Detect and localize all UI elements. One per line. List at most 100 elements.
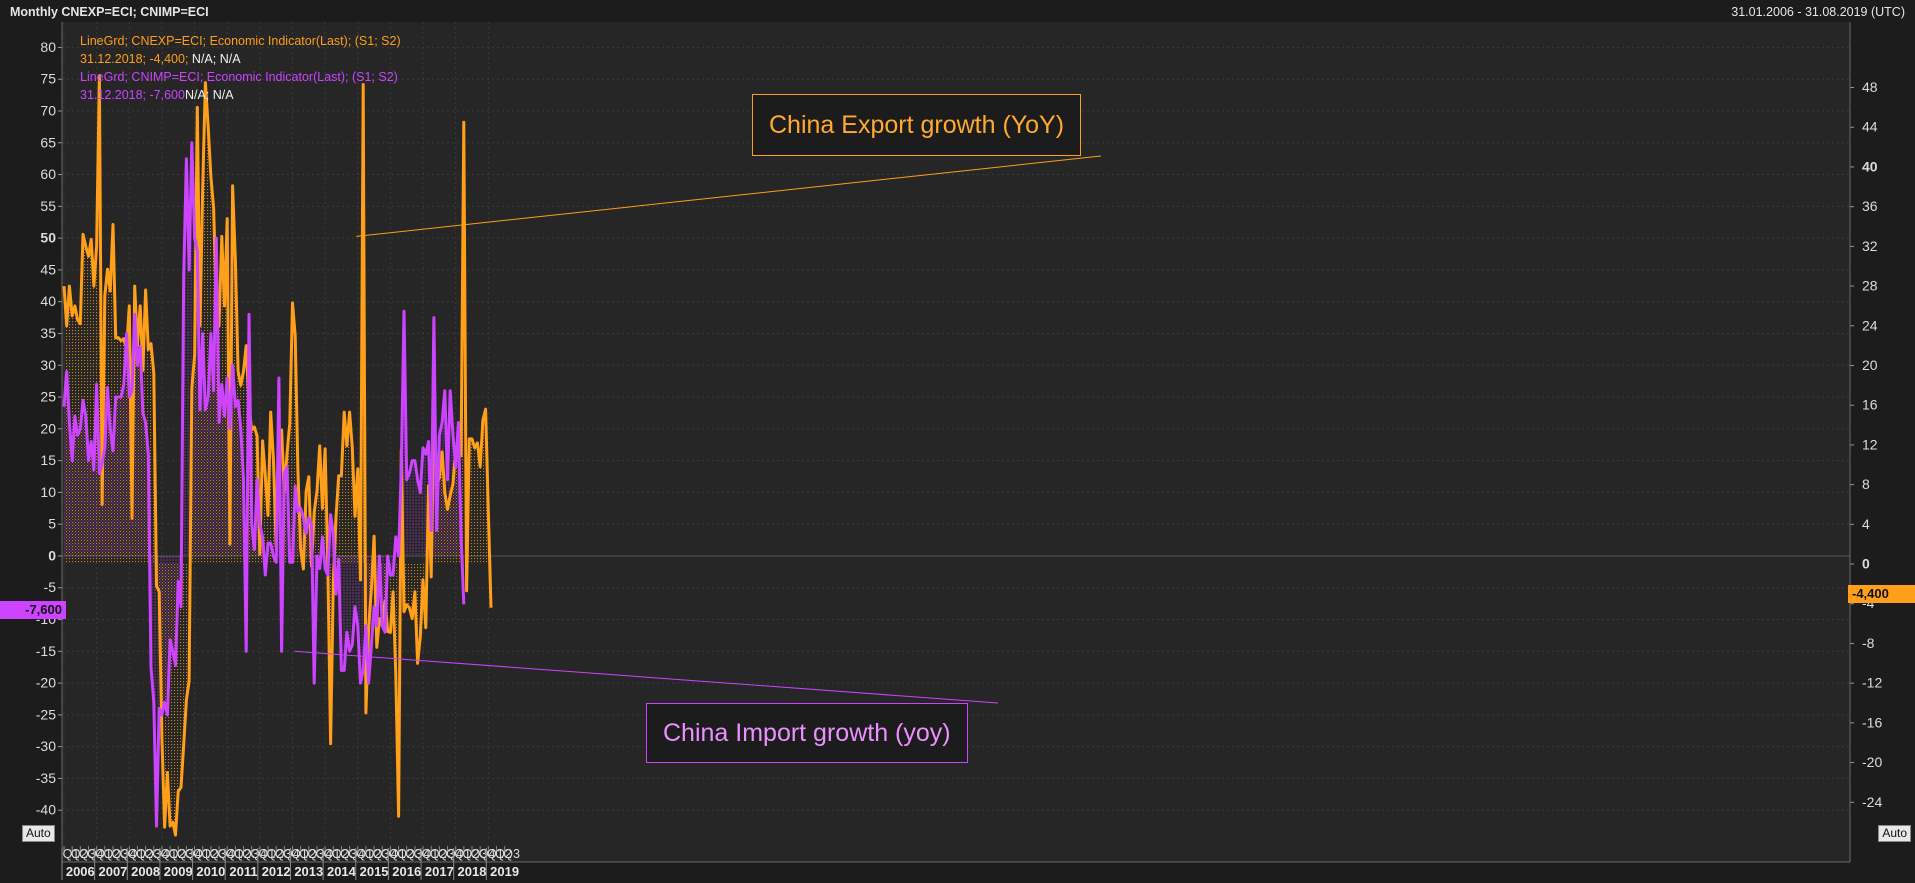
year-label: 2013 (294, 864, 323, 879)
series-lines (62, 74, 493, 837)
quarter-label: Q3 (177, 847, 194, 861)
quarter-label: Q1 (63, 847, 80, 861)
left-tick-label: 50 (40, 230, 56, 246)
right-tick-label: 24 (1862, 317, 1878, 333)
quarter-label: Q1 (128, 847, 145, 861)
year-label: 2006 (66, 864, 95, 879)
chart-title: Monthly CNEXP=ECI; CNIMP=ECI (10, 5, 209, 19)
left-tick-label: 15 (40, 452, 56, 468)
quarter-label: Q3 (210, 847, 227, 861)
quarter-label: Q2 (136, 847, 153, 861)
right-tick-label: 32 (1862, 238, 1878, 254)
right-tick-label: -16 (1862, 714, 1882, 730)
left-tick-label: 20 (40, 420, 56, 436)
left-tick-label: 10 (40, 484, 56, 500)
left-tick-label: 75 (40, 71, 56, 87)
right-tick-label: 16 (1862, 397, 1878, 413)
import-series-line[interactable] (62, 141, 466, 828)
quarter-label: Q4 (120, 847, 137, 861)
year-label: 2012 (262, 864, 291, 879)
quarter-label: Q1 (454, 847, 471, 861)
quarter-label: Q2 (462, 847, 479, 861)
right-tick-label: 48 (1862, 79, 1878, 95)
year-label: 2008 (131, 864, 160, 879)
right-tick-label: -12 (1862, 675, 1882, 691)
quarter-label: Q4 (250, 847, 267, 861)
left-tick-label: -25 (36, 706, 56, 722)
quarter-label: Q3 (340, 847, 357, 861)
left-tick-label: 5 (48, 516, 56, 532)
quarter-label: Q2 (397, 847, 414, 861)
export-callout[interactable]: China Export growth (YoY) (752, 94, 1082, 156)
quarter-label: Q4 (414, 847, 431, 861)
right-tick-label: 20 (1862, 357, 1878, 373)
legend-import-values: 31.12.2018; -7,600N/A; N/A (80, 86, 401, 104)
import-callout[interactable]: China Import growth (yoy) (646, 703, 968, 763)
right-tick-label: 12 (1862, 436, 1878, 452)
legend: LineGrd; CNEXP=ECI; Economic Indicator(L… (80, 32, 401, 104)
quarter-label: Q1 (95, 847, 112, 861)
left-tick-label: -30 (36, 738, 56, 754)
quarter-label: Q3 (405, 847, 422, 861)
quarter-label: Q2 (169, 847, 186, 861)
quarter-label: Q3 (144, 847, 161, 861)
left-tick-label: 60 (40, 166, 56, 182)
quarter-label: Q2 (234, 847, 251, 861)
export-last-value-tag: -4,400 (1848, 585, 1915, 603)
quarter-label: Q1 (291, 847, 308, 861)
import-callout-connector (294, 650, 999, 704)
right-tick-label: -20 (1862, 754, 1882, 770)
quarter-label: Q4 (446, 847, 463, 861)
quarter-label: Q3 (275, 847, 292, 861)
quarter-label: Q4 (479, 847, 496, 861)
export-callout-connector (356, 155, 1102, 237)
right-tick-label: 8 (1862, 476, 1870, 492)
right-tick-label: -24 (1862, 794, 1882, 810)
quarter-label: Q3 (373, 847, 390, 861)
left-tick-label: 40 (40, 293, 56, 309)
left-axis-auto-button[interactable]: Auto (22, 825, 55, 842)
right-tick-label: 44 (1862, 119, 1878, 135)
left-tick-label: 55 (40, 198, 56, 214)
legend-import-title: LineGrd; CNIMP=ECI; Economic Indicator(L… (80, 70, 398, 84)
left-tick-label: -40 (36, 802, 56, 818)
quarter-label: Q4 (218, 847, 235, 861)
quarter-label: Q1 (324, 847, 341, 861)
legend-import-na: N/A; N/A (184, 88, 234, 102)
quarter-label: Q4 (381, 847, 398, 861)
left-tick-label: -15 (36, 643, 56, 659)
quarter-label: Q1 (193, 847, 210, 861)
year-label: 2017 (425, 864, 454, 879)
quarter-label: Q2 (332, 847, 349, 861)
right-tick-label: 28 (1862, 278, 1878, 294)
quarter-label: Q1 (258, 847, 275, 861)
year-label: 2018 (458, 864, 487, 879)
quarter-label: Q2 (495, 847, 512, 861)
year-label: 2014 (327, 864, 357, 879)
year-label: 2010 (196, 864, 225, 879)
left-tick-label: -5 (44, 579, 57, 595)
quarter-label: Q3 (438, 847, 455, 861)
right-axis-auto-button[interactable]: Auto (1878, 825, 1911, 842)
year-label: 2019 (490, 864, 519, 879)
quarter-label: Q4 (152, 847, 169, 861)
date-range: 31.01.2006 - 31.08.2019 (UTC) (1731, 5, 1905, 19)
left-tick-label: 70 (40, 102, 56, 118)
quarter-label: Q2 (365, 847, 382, 861)
quarter-label: Q3 (242, 847, 259, 861)
year-label: 2007 (98, 864, 127, 879)
left-tick-label: -20 (36, 675, 56, 691)
quarter-label: Q2 (201, 847, 218, 861)
import-last-value-tag: -7,600 (0, 601, 66, 619)
quarter-label: Q1 (161, 847, 178, 861)
left-tick-label: -35 (36, 770, 56, 786)
quarter-label: Q4 (348, 847, 365, 861)
quarter-label: Q1 (389, 847, 406, 861)
right-tick-label: 4 (1862, 516, 1870, 532)
legend-import-last: 31.12.2018; -7,600 (80, 88, 185, 102)
quarter-label: Q4 (283, 847, 300, 861)
left-tick-label: 45 (40, 261, 56, 277)
left-tick-label: 35 (40, 325, 56, 341)
quarter-label: Q2 (299, 847, 316, 861)
